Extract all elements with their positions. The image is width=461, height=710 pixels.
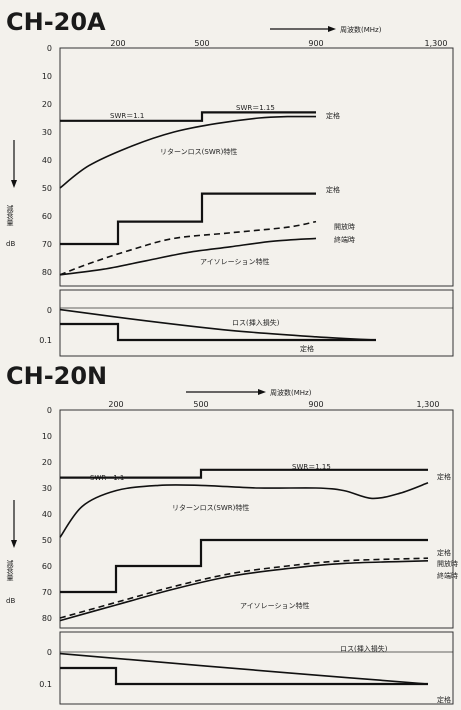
series-layer xyxy=(59,468,453,686)
spec-line-swr xyxy=(60,468,428,479)
x-tick-label: 200 xyxy=(108,400,123,409)
spec-line-isolation xyxy=(60,538,428,594)
chart-ch20a: CH-20A 周波数(MHz) 200 500 900 1,300 0 10 2… xyxy=(6,8,454,357)
y-tick-label: 50 xyxy=(42,184,52,193)
spec-line-swr xyxy=(60,111,316,122)
y-axis-unit: dB xyxy=(6,597,15,605)
y-tick-label: 0 xyxy=(47,44,52,53)
x-tick-label: 900 xyxy=(308,39,323,48)
x-axis-arrowhead xyxy=(328,26,336,32)
y-tick-label: 10 xyxy=(42,432,52,441)
y-tick-label: 30 xyxy=(42,484,52,493)
y-tick-label: 40 xyxy=(42,156,52,165)
y-axis-label: 減衰量 xyxy=(6,204,14,226)
y-tick-label: 10 xyxy=(42,72,52,81)
annotation-loss-curve: ロス(挿入損失) xyxy=(232,318,280,327)
y-tick-label: 50 xyxy=(42,536,52,545)
isolation-open-curve xyxy=(59,557,429,619)
x-tick-label: 500 xyxy=(194,39,209,48)
return-loss-curve xyxy=(59,482,429,538)
y-tick-label: 60 xyxy=(42,212,52,221)
annotation-spec-loss: 定格 xyxy=(437,695,451,704)
loss-y-tick-label: 0.1 xyxy=(39,680,52,689)
annotation-loss-curve: ロス(挿入損失) xyxy=(340,644,388,653)
x-tick-label: 1,300 xyxy=(417,400,440,409)
spec-line-isolation xyxy=(60,192,316,246)
y-axis-arrowhead xyxy=(11,180,17,188)
annotation-spec-iso: 定格 xyxy=(326,185,340,194)
annotation-spec-iso: 定格 xyxy=(437,548,451,557)
y-axis-unit: dB xyxy=(6,240,15,248)
plot-frame xyxy=(59,47,454,287)
y-tick-label: 70 xyxy=(42,240,52,249)
y-tick-label: 80 xyxy=(42,614,52,623)
y-ticks: 0 10 20 30 40 50 60 70 80 0 0.1 xyxy=(39,406,52,689)
x-axis-arrowhead xyxy=(258,389,266,395)
x-tick-label: 900 xyxy=(308,400,323,409)
chart-ch20n: CH-20N 周波数(MHz) 200 500 900 1,300 0 10 2… xyxy=(6,362,458,705)
annotation-swr1: SWR＝1.1 xyxy=(110,112,144,120)
y-tick-label: 30 xyxy=(42,128,52,137)
isolation-term-curve xyxy=(59,560,429,622)
x-axis-label: 周波数(MHz) xyxy=(340,25,382,34)
annotation-spec-top: 定格 xyxy=(437,472,451,481)
series-layer xyxy=(59,111,453,342)
annotation-rl-curve: リターンロス(SWR)特性 xyxy=(172,503,249,512)
loss-curve xyxy=(59,308,377,341)
y-tick-label: 20 xyxy=(42,458,52,467)
y-tick-label: 80 xyxy=(42,268,52,277)
chart-title: CH-20N xyxy=(6,362,107,390)
annotation-term: 終端時 xyxy=(334,235,355,244)
loss-y-tick-label: 0.1 xyxy=(39,336,52,345)
isolation-term-curve xyxy=(59,237,317,276)
y-tick-label: 0 xyxy=(47,406,52,415)
y-ticks: 0 10 20 30 40 50 60 70 80 0 0.1 xyxy=(39,44,52,345)
x-axis-label: 周波数(MHz) xyxy=(270,388,312,397)
plot-frame xyxy=(59,409,454,629)
isolation-open-curve xyxy=(59,220,317,276)
annotation-iso-curve: アイソレーション特性 xyxy=(240,601,310,610)
x-tick-label: 200 xyxy=(110,39,125,48)
y-tick-label: 70 xyxy=(42,588,52,597)
annotation-swr2: SWR＝1.15 xyxy=(236,104,275,112)
y-axis-label: 減衰量 xyxy=(6,559,14,581)
loss-plot-frame xyxy=(59,631,454,705)
spec-line-loss xyxy=(60,322,376,342)
annotation-open: 開放時 xyxy=(334,222,355,231)
annotation-open: 開放時 xyxy=(437,559,458,568)
annotation-spec-loss: 定格 xyxy=(300,344,314,353)
x-tick-label: 500 xyxy=(193,400,208,409)
annotation-spec-top: 定格 xyxy=(326,111,340,120)
annotation-term: 終端時 xyxy=(437,571,458,580)
y-tick-label: 40 xyxy=(42,510,52,519)
y-tick-label: 60 xyxy=(42,562,52,571)
loss-y-tick-label: 0 xyxy=(47,306,52,315)
y-tick-label: 20 xyxy=(42,100,52,109)
chart-title: CH-20A xyxy=(6,8,106,36)
annotation-swr2: SWR＝1.15 xyxy=(292,463,331,471)
return-loss-curve xyxy=(59,115,317,189)
loss-curve xyxy=(59,652,429,685)
spec-line-loss xyxy=(60,666,428,686)
annotation-iso-curve: アイソレーション特性 xyxy=(200,257,270,266)
x-tick-label: 1,300 xyxy=(425,39,448,48)
y-axis-arrowhead xyxy=(11,540,17,548)
loss-y-tick-label: 0 xyxy=(47,648,52,657)
annotation-rl-curve: リターンロス(SWR)特性 xyxy=(160,147,237,156)
